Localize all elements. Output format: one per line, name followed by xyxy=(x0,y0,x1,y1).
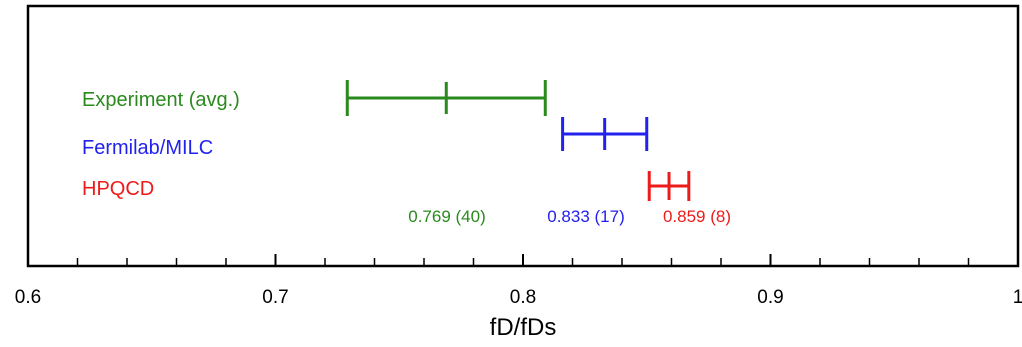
x-tick-label: 0.9 xyxy=(757,287,783,308)
value-label: 0.859 (8) xyxy=(663,207,731,226)
error-bar xyxy=(647,171,691,201)
series-labels: Experiment (avg.) Fermilab/MILC HPQCD xyxy=(82,89,240,200)
x-tick-label: 0.8 xyxy=(510,287,536,308)
value-label: 0.833 (17) xyxy=(547,207,625,226)
plot-frame xyxy=(26,4,1020,268)
x-tick-label: 0.7 xyxy=(262,287,288,308)
x-axis-ticks xyxy=(27,254,1019,266)
x-axis-tick-labels: 0.6 0.7 0.8 0.9 1 xyxy=(15,287,1022,308)
error-bar xyxy=(561,117,649,151)
x-axis-label: fD/fDs xyxy=(490,314,557,341)
x-tick-label: 1 xyxy=(1013,287,1022,308)
series-label: Fermilab/MILC xyxy=(82,137,213,159)
series-label: Experiment (avg.) xyxy=(82,89,240,111)
series-label: HPQCD xyxy=(82,178,154,200)
error-bar xyxy=(345,80,547,116)
error-bars xyxy=(345,80,691,201)
value-label: 0.769 (40) xyxy=(408,207,486,226)
x-tick-label: 0.6 xyxy=(15,287,41,308)
value-labels: 0.769 (40) 0.833 (17) 0.859 (8) xyxy=(408,207,731,226)
